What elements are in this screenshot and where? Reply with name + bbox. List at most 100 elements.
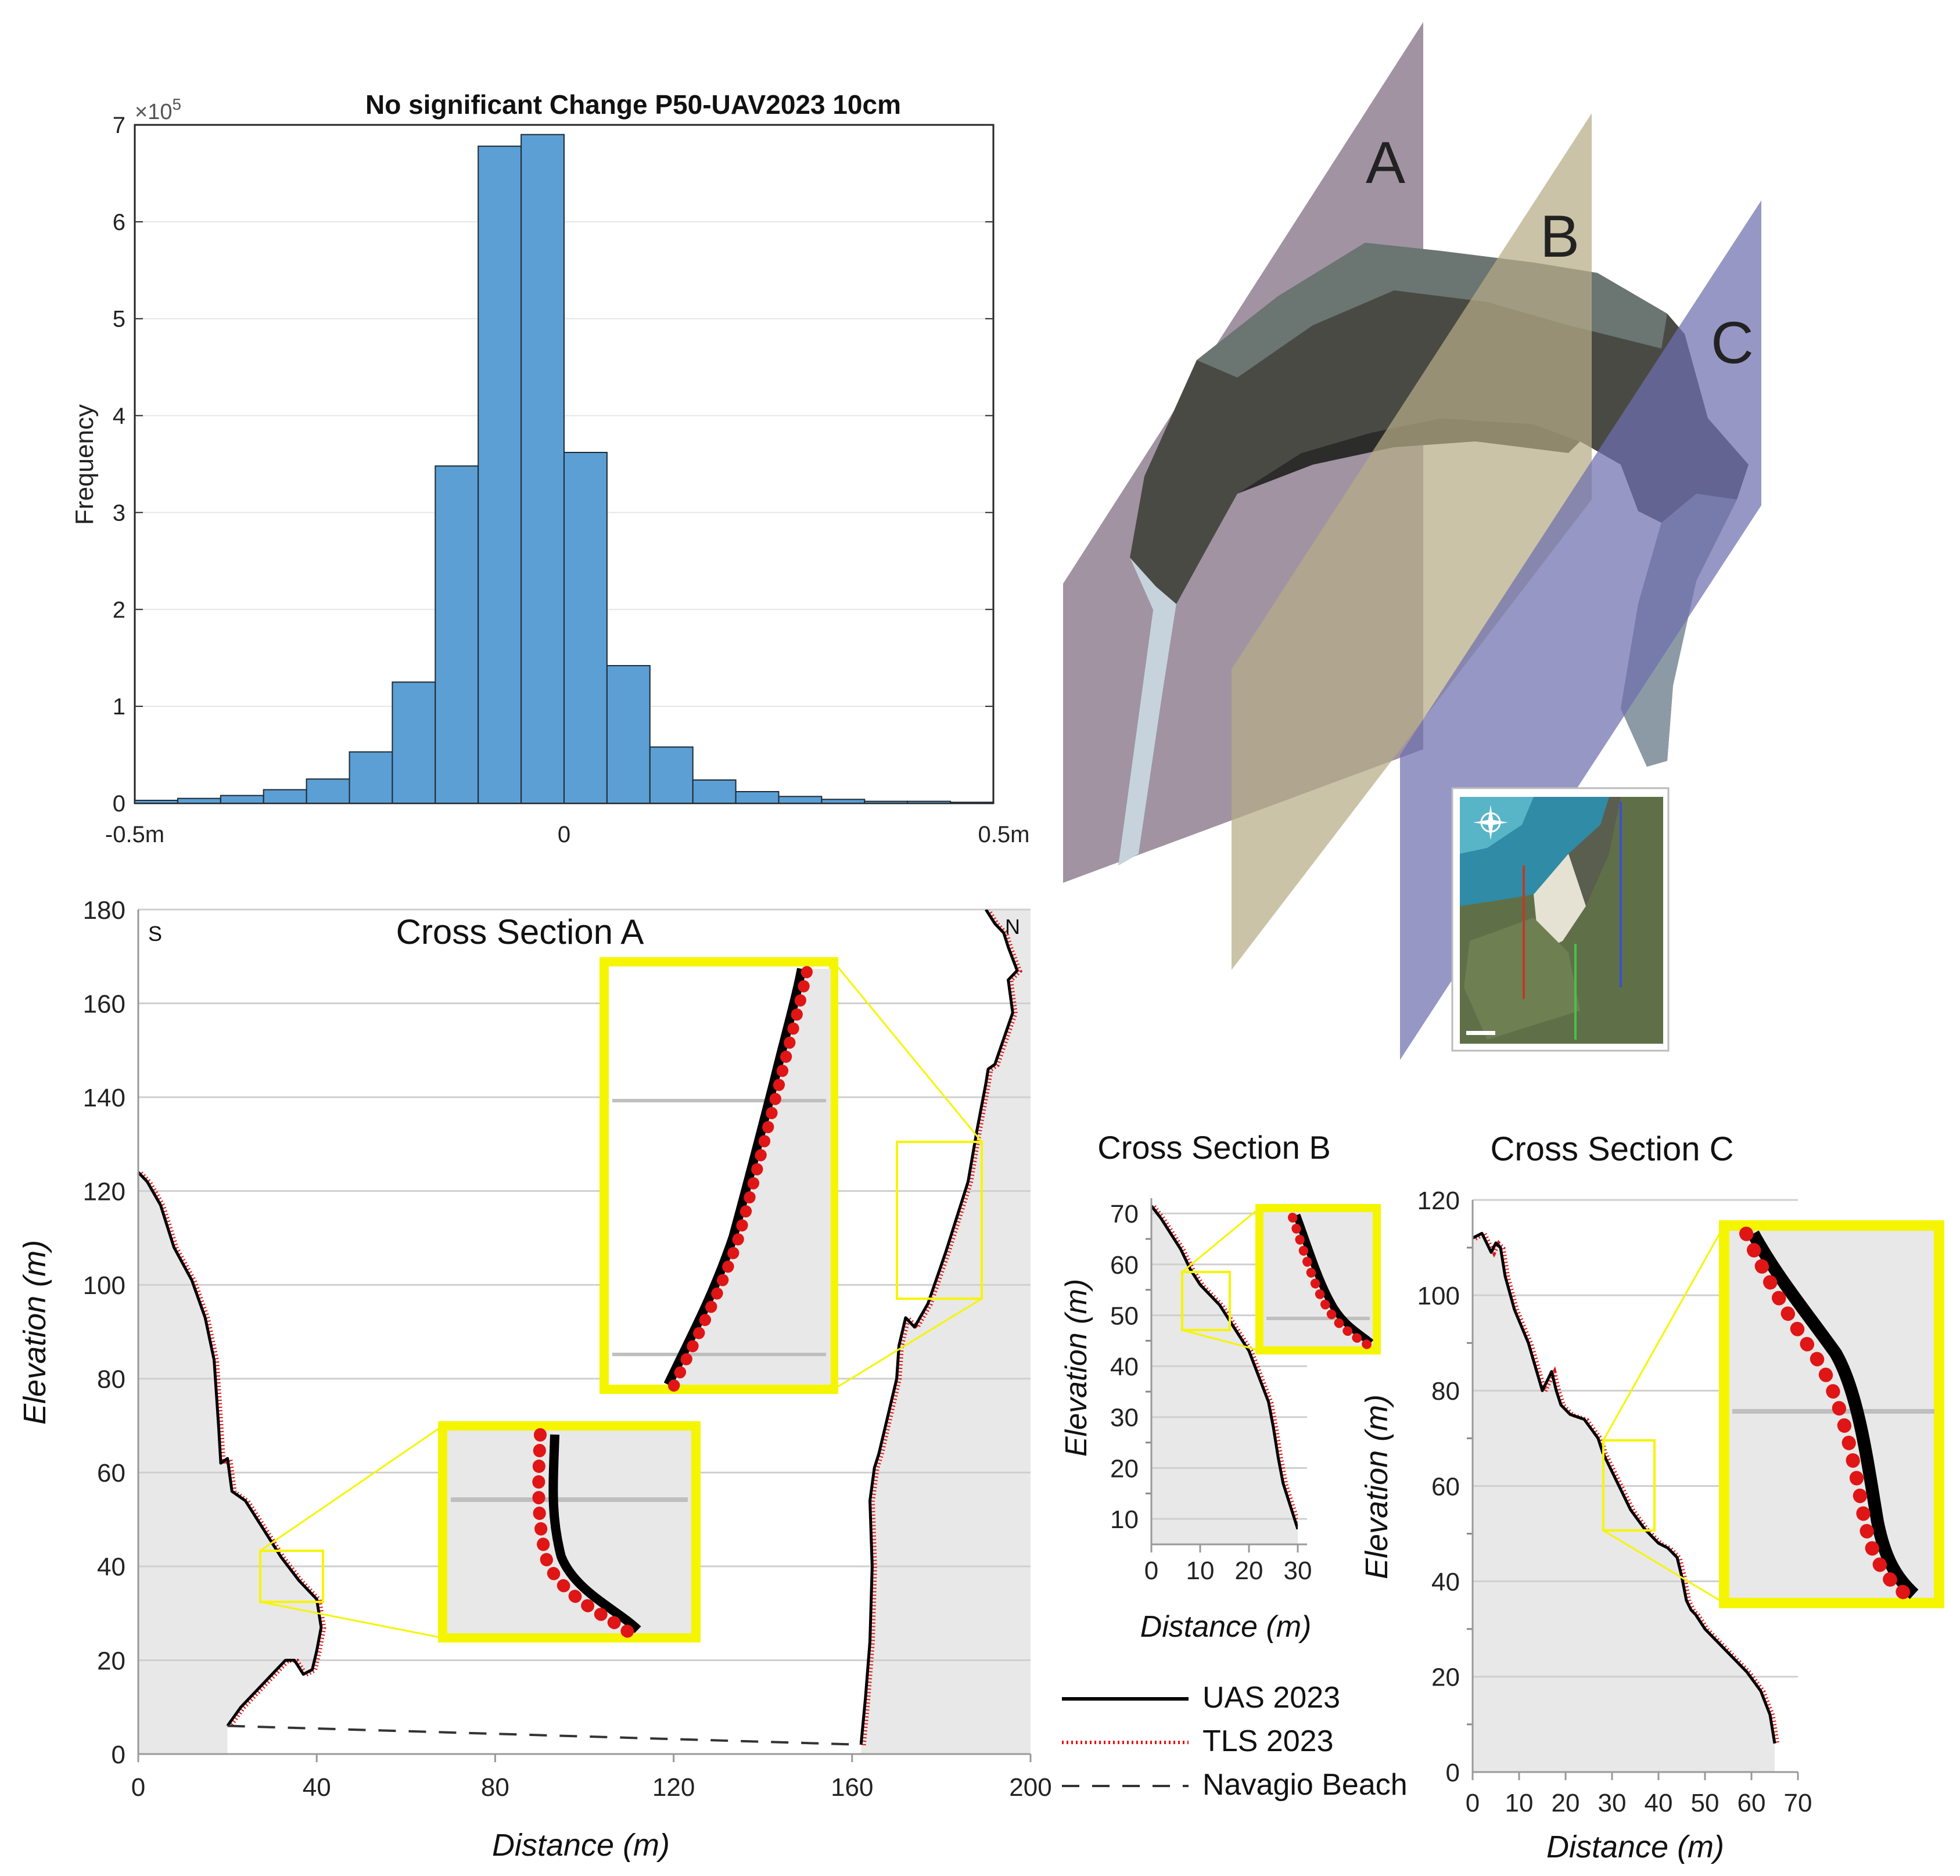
zoom-inset-box	[1719, 1220, 1944, 1608]
cross-section-c-title: Cross Section C	[1490, 1130, 1733, 1168]
zoom-source-box	[1181, 1271, 1231, 1331]
histogram-bar	[907, 800, 952, 804]
zoom-source-box	[1602, 1439, 1656, 1532]
x-tick-label: 0	[1466, 1789, 1480, 1817]
cross-section-b-fill	[1151, 1206, 1298, 1544]
y-tick-label: 20	[1431, 1663, 1460, 1692]
uas-line	[1151, 1205, 1298, 1530]
uas-line	[138, 1171, 323, 1727]
histogram-bar	[349, 751, 393, 804]
zoom-tls-line	[1288, 1213, 1373, 1350]
histogram-bar	[864, 800, 909, 804]
plane-b	[1232, 113, 1592, 970]
terrain-fill	[1151, 1206, 1298, 1544]
x-tick-label: 50	[1691, 1789, 1720, 1817]
zoom-tls-line	[668, 963, 813, 1392]
zoom-source-box	[259, 1550, 324, 1603]
y-tick-label: 60	[97, 1459, 125, 1487]
histogram-y-tick-label: 2	[113, 597, 125, 623]
x-tick-label: 30	[1598, 1789, 1627, 1817]
histogram-y-tick-label: 5	[113, 307, 125, 332]
tls-line	[861, 910, 1023, 1746]
histogram-bar	[220, 795, 264, 804]
y-tick-label: 80	[97, 1365, 125, 1394]
histogram-x-tick-zero: 0	[558, 822, 570, 847]
histogram-y-exponent: ×105	[135, 95, 181, 124]
cross-section-a-lines	[138, 910, 1023, 1746]
histogram-bar	[177, 797, 221, 804]
histogram-bar	[306, 778, 350, 804]
y-tick-label: 40	[1431, 1568, 1460, 1597]
histogram-bar	[520, 134, 565, 804]
x-tick-label: 160	[831, 1773, 873, 1802]
y-tick-label: 20	[97, 1647, 125, 1675]
zoom-inset-c	[1602, 1220, 1944, 1608]
histogram-bar	[478, 145, 522, 804]
zoom-inset-a-south	[259, 1421, 701, 1643]
cross-section-a-title: Cross Section A	[396, 912, 644, 951]
plane-c-label: C	[1711, 310, 1754, 376]
histogram-y-ticks: 0 1 2 3 4 5 6 7	[113, 113, 994, 817]
x-tick-label: 40	[1645, 1789, 1673, 1817]
histogram-bar	[392, 681, 436, 804]
histogram-x-tick-max: 0.5m	[978, 822, 1030, 847]
cross-section-c-y-label: Elevation (m)	[1359, 1395, 1394, 1579]
y-tick-label: 120	[83, 1178, 125, 1206]
zoom-inset-a-north	[600, 957, 983, 1394]
histogram-y-tick-label: 3	[113, 500, 125, 526]
map-beach	[1534, 854, 1586, 953]
cross-section-a-north-label: N	[1005, 915, 1020, 939]
y-tick-label: 100	[1417, 1282, 1460, 1310]
tls-line	[139, 1171, 326, 1728]
y-tick-label: 60	[1431, 1472, 1460, 1501]
y-tick-label: 70	[1110, 1200, 1139, 1228]
histogram-bar	[435, 465, 479, 804]
x-tick-label: 200	[1009, 1773, 1051, 1802]
zoom-uas-line	[548, 1434, 641, 1633]
legend-beach-label: Navagio Beach	[1202, 1768, 1408, 1802]
uas-line	[1473, 1231, 1776, 1744]
plane-b-label: B	[1540, 203, 1580, 269]
x-tick-label: 40	[303, 1773, 331, 1802]
cross-section-c-fill	[1473, 1233, 1775, 1772]
cross-section-a-south-label: S	[148, 922, 162, 946]
histogram-bar	[649, 746, 694, 804]
histogram-bar	[735, 790, 780, 804]
y-tick-label: 140	[83, 1084, 125, 1112]
x-tick-label: 120	[652, 1773, 695, 1802]
y-tick-label: 10	[1110, 1505, 1139, 1534]
zoom-source-box	[896, 1141, 983, 1300]
y-tick-label: 0	[112, 1741, 125, 1769]
y-tick-label: 60	[1110, 1251, 1139, 1280]
y-tick-label: 50	[1110, 1302, 1139, 1330]
y-tick-label: 120	[1417, 1187, 1460, 1215]
histogram-y-tick-label: 6	[113, 210, 125, 235]
beach-line	[227, 1724, 861, 1746]
zoom-inset-box	[438, 1421, 701, 1643]
plane-a-label: A	[1366, 130, 1405, 196]
legend-tls-label: TLS 2023	[1202, 1724, 1334, 1758]
cross-section-b-title: Cross Section B	[1097, 1129, 1331, 1166]
x-tick-label: 10	[1186, 1557, 1215, 1585]
histogram-title: No significant Change P50-UAV2023 10cm	[365, 89, 901, 120]
x-tick-label: 70	[1784, 1789, 1812, 1817]
legend-uas-label: UAS 2023	[1202, 1681, 1340, 1715]
x-tick-label: 80	[481, 1773, 509, 1802]
y-tick-label: 20	[1110, 1454, 1139, 1483]
uas-line	[859, 910, 1019, 1745]
zoom-inset-b	[1181, 1204, 1381, 1354]
location-map-inset	[1451, 787, 1670, 1052]
y-tick-label: 40	[97, 1553, 125, 1582]
legend: UAS 2023 TLS 2023 Navagio Beach	[1062, 1681, 1408, 1802]
y-tick-label: 0	[1446, 1759, 1460, 1787]
y-tick-label: 160	[83, 990, 125, 1018]
histogram-bar	[821, 799, 866, 804]
y-tick-label: 40	[1110, 1353, 1139, 1381]
histogram-bar	[606, 665, 651, 804]
x-tick-label: 0	[1144, 1557, 1158, 1585]
histogram-y-label: Frequency	[70, 404, 99, 525]
tls-line	[1153, 1205, 1298, 1528]
terrain-fill	[861, 910, 1031, 1754]
x-tick-label: 20	[1235, 1557, 1263, 1585]
arch-left-pillar	[1118, 558, 1176, 865]
